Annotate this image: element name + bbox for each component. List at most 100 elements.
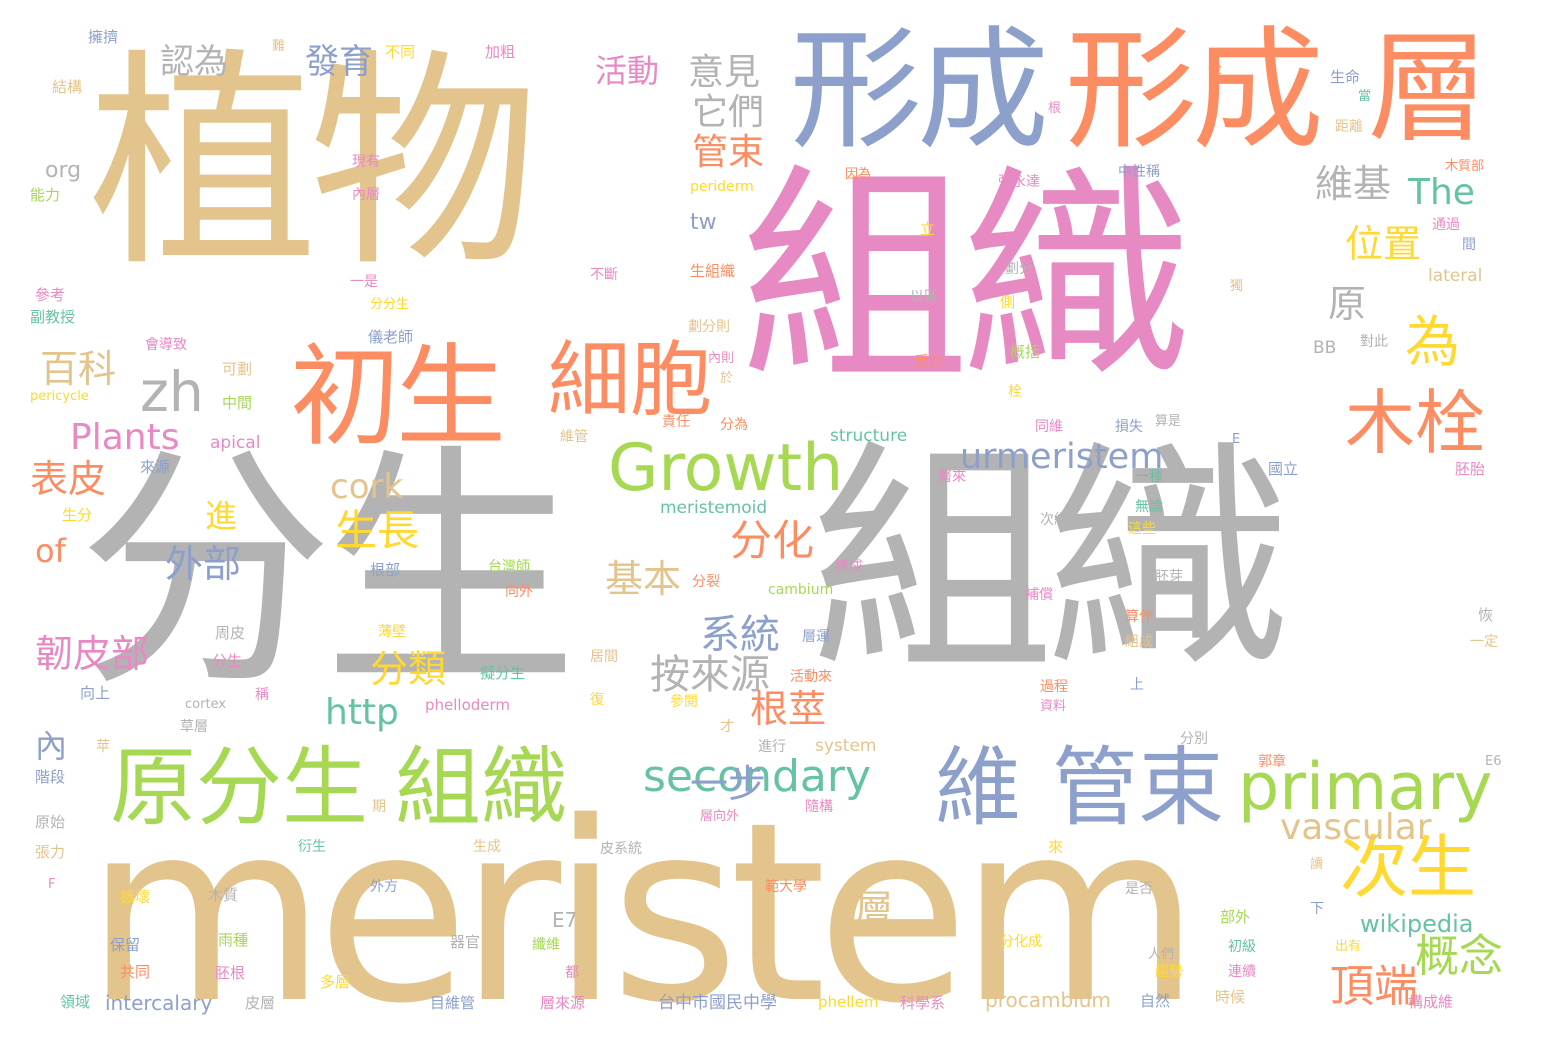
word-cloud-word: 期 — [372, 799, 386, 815]
word-cloud-word: structure — [830, 426, 908, 446]
word-cloud-word: 因為 — [845, 167, 872, 182]
word-cloud-word: 連續 — [1228, 964, 1256, 980]
word-cloud-word: meristem — [85, 770, 1201, 1052]
word-cloud-word: 薄壁 — [378, 624, 406, 640]
word-cloud-word: 來 — [1048, 838, 1064, 856]
word-cloud-word: 讀 — [1310, 857, 1324, 872]
word-cloud-word: 目維管 — [430, 994, 476, 1012]
word-cloud-word: Growth — [608, 431, 844, 506]
word-cloud-word: 多層 — [320, 973, 351, 991]
word-cloud-word: 難 — [272, 39, 286, 54]
word-cloud-word: 雨種 — [218, 931, 249, 949]
word-cloud-word: 分生 — [78, 424, 578, 721]
word-cloud-word: 中性稱 — [1118, 164, 1160, 180]
word-cloud-word: 來源 — [140, 458, 171, 476]
word-cloud-word: 表皮 — [30, 457, 107, 501]
word-cloud-word: 頂端 — [1330, 961, 1418, 1012]
word-cloud-word: secondary — [643, 751, 872, 802]
word-cloud-word: 活動 — [595, 52, 660, 90]
word-cloud-word: 資料 — [1040, 699, 1067, 714]
word-cloud-word: 它們 — [692, 92, 765, 133]
word-cloud-word: 中間 — [222, 394, 253, 412]
word-cloud-word: 基本 — [605, 557, 682, 601]
word-cloud-word: 活動來 — [790, 669, 832, 685]
word-cloud-word: 郭章 — [1258, 754, 1286, 770]
word-cloud-word: BB — [1313, 338, 1337, 358]
word-cloud-word: phelloderm — [425, 696, 511, 714]
word-cloud-word: 國立 — [1268, 460, 1299, 478]
word-cloud-word: 層運 — [802, 629, 830, 645]
word-cloud-word: cortex — [185, 697, 227, 712]
word-cloud-word: 於 — [720, 371, 734, 386]
word-cloud-word: 一種 — [1135, 469, 1163, 485]
word-cloud-word: 階段 — [35, 768, 66, 786]
word-cloud-word: intercalary — [105, 991, 213, 1015]
word-cloud-word: 能力 — [30, 186, 61, 204]
word-cloud-word: 上 — [1130, 677, 1144, 693]
word-cloud-word: http — [325, 692, 399, 733]
word-cloud-word: 胚芽 — [1155, 569, 1183, 585]
word-cloud-word: 百科 — [40, 347, 117, 391]
word-cloud-word: 科學系 — [900, 994, 946, 1012]
word-cloud-word: 層來 — [938, 469, 966, 485]
word-cloud-word: cambium — [768, 582, 834, 598]
word-cloud-word: 進行 — [758, 739, 786, 755]
word-cloud-word: 分為 — [720, 417, 748, 433]
word-cloud-word: urmeristem — [960, 437, 1164, 477]
word-cloud-word: 位置 — [1345, 222, 1422, 266]
word-cloud-word: 胚根 — [215, 964, 246, 982]
word-cloud-word: 木質部 — [1445, 159, 1485, 174]
word-cloud-word: 是否 — [1125, 881, 1153, 897]
word-cloud-word: E6 — [1485, 754, 1502, 769]
word-cloud-word: phellem — [818, 993, 879, 1011]
word-cloud-word: 分化 — [730, 516, 815, 565]
word-cloud-word: 組織 — [395, 738, 567, 838]
word-cloud-word: 受此 — [915, 354, 943, 370]
word-cloud-word: 這些 — [1128, 521, 1156, 537]
word-cloud-word: 算作 — [1125, 609, 1153, 625]
word-cloud-word: 通過 — [1432, 217, 1460, 233]
word-cloud-word: 概念 — [1415, 931, 1503, 982]
word-cloud-word: F — [48, 877, 56, 892]
word-cloud-word: 木質 — [208, 886, 239, 904]
word-cloud-word: 內層 — [352, 187, 380, 203]
word-cloud-word: 胚胎 — [1455, 460, 1486, 478]
word-cloud-word: 認為 — [160, 42, 228, 82]
word-cloud-word: 不同 — [385, 43, 416, 61]
word-cloud-word: 居間 — [590, 649, 618, 665]
word-cloud-word: 保留 — [110, 936, 141, 954]
word-cloud-word: 分生 — [212, 652, 243, 670]
word-cloud-word: 生分 — [62, 506, 93, 524]
word-cloud-word: 範大學 — [765, 879, 807, 895]
word-cloud-word: 次生 — [1340, 829, 1477, 908]
word-cloud-word: 張力 — [35, 843, 66, 861]
word-cloud-word: 層 — [1368, 20, 1488, 159]
word-cloud-word: system — [815, 736, 877, 756]
word-cloud-word: 領域 — [60, 993, 91, 1011]
word-cloud-word: 原始 — [35, 813, 66, 831]
word-cloud-word: 生成 — [473, 839, 501, 855]
word-cloud-word: 才 — [720, 719, 734, 735]
word-cloud-word: periderm — [690, 179, 754, 195]
word-cloud-word: 對此 — [1360, 334, 1388, 350]
word-cloud-word: 補償 — [1025, 587, 1053, 603]
word-cloud-word: 損失 — [1115, 419, 1143, 435]
word-cloud-word: 儀老師 — [368, 328, 414, 346]
word-cloud-word: 木栓 — [1345, 382, 1485, 464]
word-cloud-word: lateral — [1428, 266, 1483, 286]
word-cloud-word: 內則 — [708, 351, 735, 366]
word-cloud-word: wikipedia — [1360, 910, 1474, 938]
word-cloud-word: 周皮 — [215, 624, 246, 642]
word-cloud-word: 韌皮部 — [35, 632, 150, 676]
word-cloud-word: 生命 — [1330, 68, 1361, 86]
word-cloud-word: 一定 — [1470, 634, 1498, 650]
word-cloud-word: 苹 — [96, 739, 110, 755]
word-cloud-word: 維基 — [1315, 162, 1392, 206]
word-cloud-word: cork — [330, 467, 404, 507]
word-cloud-word: 都 — [565, 965, 579, 981]
word-cloud-word: 一是 — [350, 274, 378, 290]
word-cloud-word: 管束 — [1052, 738, 1224, 838]
word-cloud-word: 層來源 — [540, 994, 586, 1012]
word-cloud-word: 構成維 — [1408, 993, 1454, 1011]
